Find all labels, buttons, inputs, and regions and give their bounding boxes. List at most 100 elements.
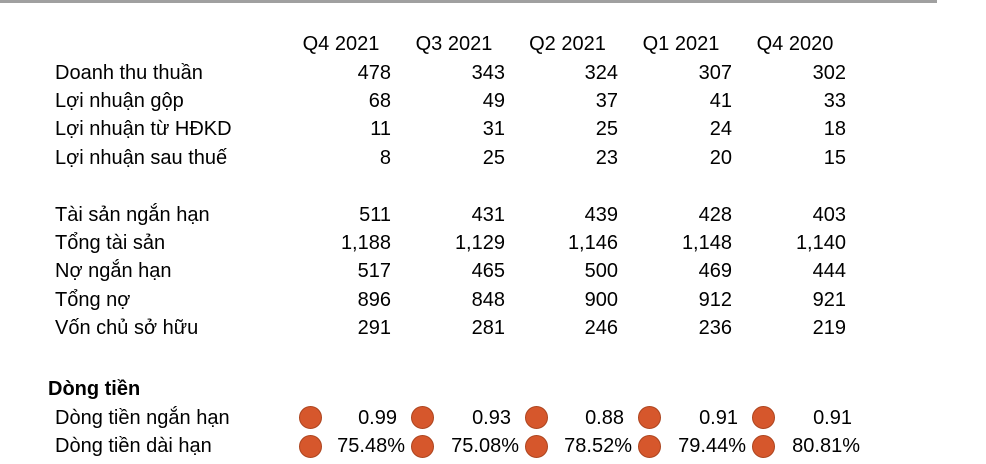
row-label[interactable]: Dòng tiền ngắn hạn bbox=[55, 406, 230, 429]
column-header-row: Q4 2021 Q3 2021 Q2 2021 Q1 2021 Q4 2020 bbox=[0, 30, 880, 58]
red-circle-icon bbox=[525, 406, 548, 430]
value-cell[interactable]: 1,129 bbox=[454, 231, 505, 254]
value-cell[interactable]: 0.99 bbox=[285, 406, 397, 430]
value-cell[interactable]: 0.93 bbox=[397, 406, 511, 430]
value-text: 0.91 bbox=[813, 406, 852, 429]
value-cell[interactable]: 79.44% bbox=[624, 434, 746, 458]
column-header-q4-2021[interactable]: Q4 2021 bbox=[302, 33, 380, 56]
value-cell[interactable]: 75.08% bbox=[397, 434, 519, 458]
value-cell[interactable]: 444 bbox=[812, 260, 846, 283]
column-header-q3-2021[interactable]: Q3 2021 bbox=[415, 33, 493, 56]
column-header-q2-2021[interactable]: Q2 2021 bbox=[529, 33, 606, 56]
value-cell[interactable]: 0.91 bbox=[624, 406, 738, 430]
value-cell[interactable]: 41 bbox=[709, 89, 732, 112]
table-row-short-term-cash-flow: Dòng tiền ngắn hạn 0.99 0.93 0.88 0.91 0… bbox=[0, 404, 880, 432]
value-cell[interactable]: 517 bbox=[357, 260, 391, 283]
value-cell[interactable]: 281 bbox=[471, 317, 505, 340]
column-header-q1-2021[interactable]: Q1 2021 bbox=[642, 33, 720, 56]
financial-table: Q4 2021 Q3 2021 Q2 2021 Q1 2021 Q4 2020 … bbox=[0, 30, 880, 460]
value-cell[interactable]: 68 bbox=[368, 89, 391, 112]
row-label[interactable]: Tài sản ngắn hạn bbox=[55, 203, 210, 226]
value-cell[interactable]: 75.48% bbox=[285, 434, 405, 458]
table-row-current-assets: Tài sản ngắn hạn 511 431 439 428 403 bbox=[0, 200, 880, 228]
column-header-q4-2020[interactable]: Q4 2020 bbox=[756, 33, 834, 56]
value-cell[interactable]: 428 bbox=[698, 203, 732, 226]
value-cell[interactable]: 439 bbox=[584, 203, 618, 226]
value-cell[interactable]: 33 bbox=[823, 89, 846, 112]
value-cell[interactable]: 324 bbox=[584, 61, 618, 84]
value-cell[interactable]: 478 bbox=[357, 61, 391, 84]
value-cell[interactable]: 0.88 bbox=[511, 406, 624, 430]
value-cell[interactable]: 246 bbox=[584, 317, 618, 340]
value-cell[interactable]: 511 bbox=[359, 203, 391, 226]
value-cell[interactable]: 1,146 bbox=[567, 231, 618, 254]
value-text: 79.44% bbox=[678, 435, 746, 458]
value-cell[interactable]: 1,188 bbox=[340, 231, 391, 254]
value-cell[interactable]: 848 bbox=[471, 288, 505, 311]
value-cell[interactable]: 431 bbox=[471, 203, 505, 226]
red-circle-icon bbox=[638, 406, 661, 430]
red-circle-icon bbox=[525, 434, 548, 458]
table-row-total-liabilities: Tổng nợ 896 848 900 912 921 bbox=[0, 286, 880, 314]
value-cell[interactable]: 1,140 bbox=[795, 231, 846, 254]
value-cell[interactable]: 219 bbox=[812, 317, 846, 340]
value-text: 78.52% bbox=[564, 435, 632, 458]
section-title[interactable]: Dòng tiền bbox=[48, 378, 141, 401]
value-cell[interactable]: 18 bbox=[823, 118, 846, 141]
value-cell[interactable]: 37 bbox=[595, 89, 618, 112]
value-cell[interactable]: 80.81% bbox=[738, 434, 860, 458]
value-cell[interactable]: 1,148 bbox=[681, 231, 732, 254]
value-text: 75.48% bbox=[337, 435, 405, 458]
value-cell[interactable]: 500 bbox=[584, 260, 618, 283]
row-label[interactable]: Nợ ngắn hạn bbox=[55, 260, 172, 283]
value-cell[interactable]: 49 bbox=[482, 89, 505, 112]
row-label[interactable]: Dòng tiền dài hạn bbox=[55, 435, 212, 458]
row-label[interactable]: Vốn chủ sở hữu bbox=[55, 317, 199, 340]
value-cell[interactable]: 15 bbox=[823, 146, 846, 169]
value-cell[interactable]: 469 bbox=[698, 260, 732, 283]
table-row-total-assets: Tổng tài sản 1,188 1,129 1,146 1,148 1,1… bbox=[0, 229, 880, 257]
value-cell[interactable]: 8 bbox=[379, 146, 391, 169]
value-cell[interactable]: 24 bbox=[709, 118, 732, 141]
row-label[interactable]: Lợi nhuận sau thuế bbox=[55, 146, 228, 169]
window-top-border bbox=[0, 0, 937, 3]
value-cell[interactable]: 78.52% bbox=[511, 434, 632, 458]
value-text: 0.99 bbox=[358, 406, 397, 429]
value-cell[interactable]: 25 bbox=[482, 146, 505, 169]
row-label[interactable]: Lợi nhuận từ HĐKD bbox=[55, 118, 232, 141]
value-cell[interactable]: 20 bbox=[709, 146, 732, 169]
row-label[interactable]: Tổng tài sản bbox=[55, 231, 166, 254]
value-cell[interactable]: 25 bbox=[595, 118, 618, 141]
value-cell[interactable]: 912 bbox=[698, 288, 732, 311]
value-cell[interactable]: 302 bbox=[812, 61, 846, 84]
value-cell[interactable]: 900 bbox=[584, 288, 618, 311]
blank-row bbox=[0, 172, 880, 200]
value-cell[interactable]: 291 bbox=[357, 317, 391, 340]
value-cell[interactable]: 403 bbox=[812, 203, 846, 226]
value-cell[interactable]: 307 bbox=[698, 61, 732, 84]
table-row-operating-profit: Lợi nhuận từ HĐKD 11 31 25 24 18 bbox=[0, 115, 880, 143]
table-row-gross-profit: Lợi nhuận gộp 68 49 37 41 33 bbox=[0, 87, 880, 115]
row-label[interactable]: Tổng nợ bbox=[55, 288, 131, 311]
value-cell[interactable]: 0.91 bbox=[738, 406, 852, 430]
value-cell[interactable]: 465 bbox=[471, 260, 505, 283]
value-cell[interactable]: 896 bbox=[357, 288, 391, 311]
value-cell[interactable]: 31 bbox=[482, 118, 505, 141]
red-circle-icon bbox=[411, 434, 434, 458]
row-label[interactable]: Doanh thu thuần bbox=[55, 61, 203, 84]
red-circle-icon bbox=[752, 434, 775, 458]
value-text: 0.91 bbox=[699, 406, 738, 429]
table-row-owners-equity: Vốn chủ sở hữu 291 281 246 236 219 bbox=[0, 314, 880, 342]
table-row-profit-after-tax: Lợi nhuận sau thuế 8 25 23 20 15 bbox=[0, 144, 880, 172]
row-label[interactable]: Lợi nhuận gộp bbox=[55, 89, 184, 112]
red-circle-icon bbox=[752, 406, 775, 430]
value-cell[interactable]: 343 bbox=[471, 61, 505, 84]
value-cell[interactable]: 236 bbox=[698, 317, 732, 340]
table-row-current-liabilities: Nợ ngắn hạn 517 465 500 469 444 bbox=[0, 257, 880, 285]
red-circle-icon bbox=[411, 406, 434, 430]
value-text: 80.81% bbox=[792, 435, 860, 458]
value-cell[interactable]: 11 bbox=[370, 118, 391, 141]
value-cell[interactable]: 23 bbox=[595, 146, 618, 169]
value-cell[interactable]: 921 bbox=[812, 288, 846, 311]
red-circle-icon bbox=[638, 434, 661, 458]
